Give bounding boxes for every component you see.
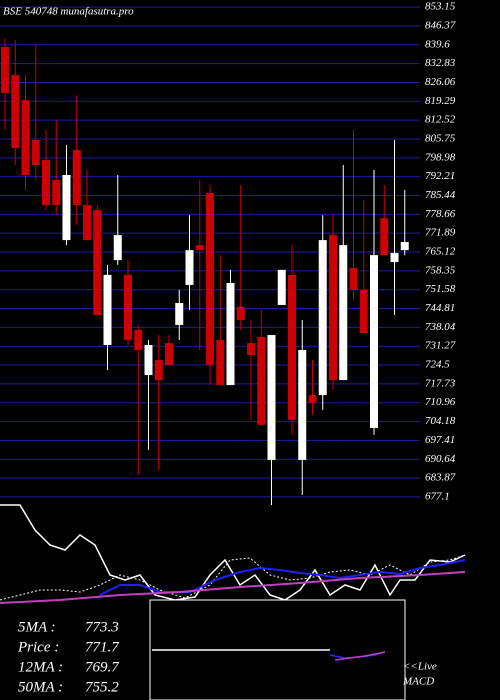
candle-body xyxy=(400,242,409,251)
candle-body xyxy=(216,340,225,386)
candle-body xyxy=(277,269,286,305)
y-tick-label: 839.6 xyxy=(425,38,450,50)
summary-label: 50MA : xyxy=(18,679,63,695)
y-tick-label: 724.5 xyxy=(425,359,450,371)
candle-body xyxy=(52,180,61,206)
candle-body xyxy=(247,343,255,356)
candle-body xyxy=(359,289,368,334)
y-tick-label: 704.18 xyxy=(425,415,456,427)
chart-title: BSE 540748 munafasutra.pro xyxy=(3,6,134,18)
y-tick-label: 771.89 xyxy=(425,227,456,239)
candle-body xyxy=(21,100,30,176)
macd-label: <<Live xyxy=(403,661,437,673)
candle-body xyxy=(175,302,184,325)
candle-body xyxy=(339,245,348,381)
y-tick-label: 792.21 xyxy=(425,170,455,182)
y-tick-label: 744.81 xyxy=(425,302,455,314)
macd-hist xyxy=(334,651,386,661)
y-tick-label: 853.15 xyxy=(425,1,456,13)
summary-value: 769.7 xyxy=(85,659,120,675)
candle-body xyxy=(83,205,91,241)
candle-body xyxy=(195,245,204,251)
y-tick-label: 677.1 xyxy=(425,490,450,502)
candle-body xyxy=(165,343,173,366)
summary-value: 755.2 xyxy=(85,679,119,695)
y-tick-label: 832.83 xyxy=(425,57,456,69)
candle-body xyxy=(380,218,389,256)
candle-body xyxy=(349,267,358,290)
y-tick-label: 690.64 xyxy=(425,453,456,465)
y-tick-label: 765.12 xyxy=(425,246,456,258)
candle-body xyxy=(62,175,71,241)
summary-label: 12MA : xyxy=(18,659,63,675)
macd-panel xyxy=(149,599,406,700)
macd-label: MACD xyxy=(402,676,434,688)
candle-body xyxy=(308,395,317,403)
candle-body xyxy=(288,274,296,420)
y-tick-label: 697.41 xyxy=(425,434,455,446)
y-tick-label: 778.66 xyxy=(425,208,456,220)
candle-body xyxy=(298,350,307,460)
summary-value: 773.3 xyxy=(85,619,119,635)
y-tick-label: 738.04 xyxy=(425,321,456,333)
y-tick-label: 805.75 xyxy=(425,133,456,145)
candle-body xyxy=(329,235,337,381)
y-tick-label: 758.35 xyxy=(425,264,456,276)
candle-body xyxy=(236,306,245,320)
summary: 5MA : 773.3 Price : 771.7 12MA : 769.7 5… xyxy=(17,619,120,695)
candle-body xyxy=(370,255,378,428)
candles xyxy=(1,38,409,505)
candle-body xyxy=(267,334,276,460)
candle-body xyxy=(318,240,327,396)
ma-dotted xyxy=(0,554,466,601)
candle-body xyxy=(31,139,40,165)
candle-body xyxy=(390,252,399,263)
y-tick-label: 846.37 xyxy=(425,19,456,31)
y-tick-label: 683.87 xyxy=(425,472,456,484)
candle-body xyxy=(154,360,163,381)
candle-body xyxy=(103,274,112,346)
candle-body xyxy=(124,274,132,340)
candle-body xyxy=(93,210,102,315)
summary-label: Price : xyxy=(17,639,59,655)
candle-body xyxy=(206,193,214,366)
candle-body xyxy=(1,47,9,93)
y-tick-label: 812.52 xyxy=(425,114,456,126)
y-tick-label: 798.98 xyxy=(425,151,456,163)
y-tick-label: 819.29 xyxy=(425,95,456,107)
candle-body xyxy=(257,336,266,425)
y-tick-label: 826.06 xyxy=(425,76,456,88)
summary-label: 5MA : xyxy=(18,619,56,635)
y-tick-label: 751.58 xyxy=(425,283,456,295)
candle-body xyxy=(42,159,50,206)
candle-body xyxy=(185,250,194,285)
ma-magenta xyxy=(0,571,466,604)
candle-body xyxy=(226,282,235,386)
candle-body xyxy=(134,329,143,351)
y-tick-label: 731.27 xyxy=(425,340,456,352)
summary-value: 771.7 xyxy=(85,639,120,655)
candle-body xyxy=(11,75,20,149)
ma-panel xyxy=(0,504,466,604)
y-tick-label: 785.44 xyxy=(425,189,456,201)
price-line xyxy=(0,504,466,601)
ma-blue xyxy=(99,559,466,596)
candle-body xyxy=(144,345,153,376)
y-tick-label: 710.96 xyxy=(425,396,456,408)
candle-body xyxy=(113,235,122,261)
candle-body xyxy=(72,149,81,206)
y-tick-label: 717.73 xyxy=(425,377,456,389)
